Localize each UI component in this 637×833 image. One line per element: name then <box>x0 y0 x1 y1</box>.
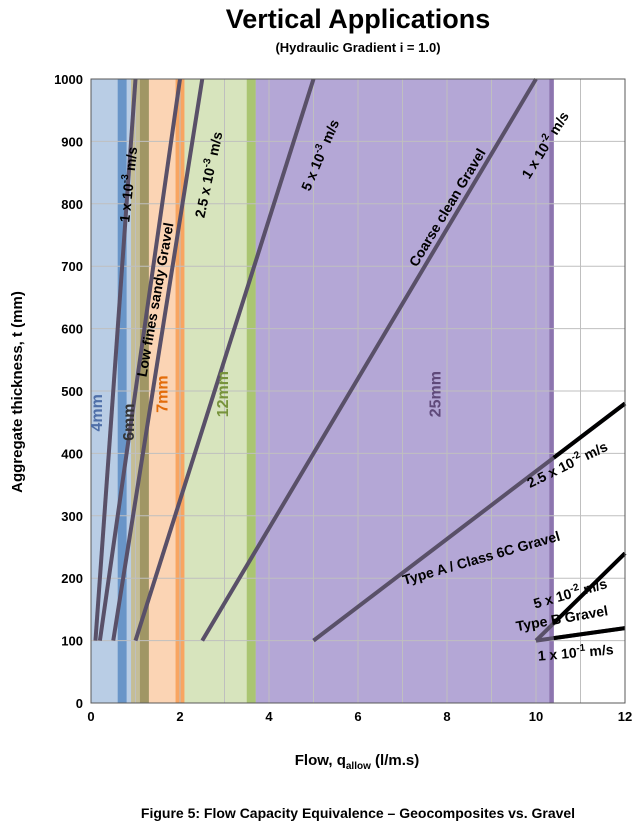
annotation-0: 1 x 10-3 m/s <box>115 146 140 223</box>
x-axis-title-unit: (l/m.s) <box>371 752 419 769</box>
x-tick-label: 6 <box>354 709 361 724</box>
annotation-13: 7mm <box>155 375 172 412</box>
plot-frame <box>90 78 626 704</box>
y-tick-label: 100 <box>61 634 83 649</box>
series-line-5-outside <box>552 401 627 460</box>
annotation-12: 6mm <box>121 404 138 441</box>
chart-title: Vertical Applications <box>226 4 491 34</box>
y-tick-label: 700 <box>61 259 83 274</box>
x-tick-label: 10 <box>529 709 543 724</box>
series-line-3 <box>133 78 316 642</box>
annotation-10: 1 x 10-1 m/s <box>537 640 614 664</box>
chart-subtitle: (Hydraulic Gradient i = 1.0) <box>275 40 440 55</box>
x-axis-title-subscript: allow <box>346 761 371 772</box>
tick-labels: 0 2 4 6 8 10 12 0 100 200 300 400 500 600 700 800 900 100… <box>54 72 632 724</box>
series-line-7-outside <box>553 626 626 641</box>
y-tick-label: 400 <box>61 446 83 461</box>
y-tick-label: 0 <box>76 696 83 711</box>
x-tick-label: 0 <box>87 709 94 724</box>
series-line-0 <box>93 78 138 641</box>
annotation-11: 4mm <box>89 394 106 431</box>
axes <box>90 78 626 704</box>
figure-caption: Figure 5: Flow Capacity Equivalence – Ge… <box>141 805 575 821</box>
x-tick-label: 2 <box>176 709 183 724</box>
series-line-6-outside <box>552 551 627 625</box>
y-tick-label: 900 <box>61 134 83 149</box>
series-line-4 <box>200 77 538 642</box>
x-tick-label: 4 <box>265 709 273 724</box>
x-tick-label: 12 <box>618 709 632 724</box>
series-line-1 <box>97 78 182 641</box>
flow-lines <box>93 77 627 643</box>
x-axis-title-main: Flow, q <box>295 752 346 769</box>
y-axis-title: Aggregate thickness, t (mm) <box>9 291 26 493</box>
y-tick-label: 300 <box>61 509 83 524</box>
y-tick-label: 800 <box>61 197 83 212</box>
x-tick-label: 8 <box>443 709 450 724</box>
annotation-14: 12mm <box>215 371 232 417</box>
series-line-2 <box>111 78 205 641</box>
annotation-15: 25mm <box>427 371 444 417</box>
x-axis-title: Flow, qallow (l/m.s) <box>295 752 419 772</box>
grid <box>91 78 625 703</box>
y-tick-label: 500 <box>61 384 83 399</box>
y-tick-label: 200 <box>61 571 83 586</box>
y-tick-label: 1000 <box>54 72 83 87</box>
y-tick-label: 600 <box>61 322 83 337</box>
